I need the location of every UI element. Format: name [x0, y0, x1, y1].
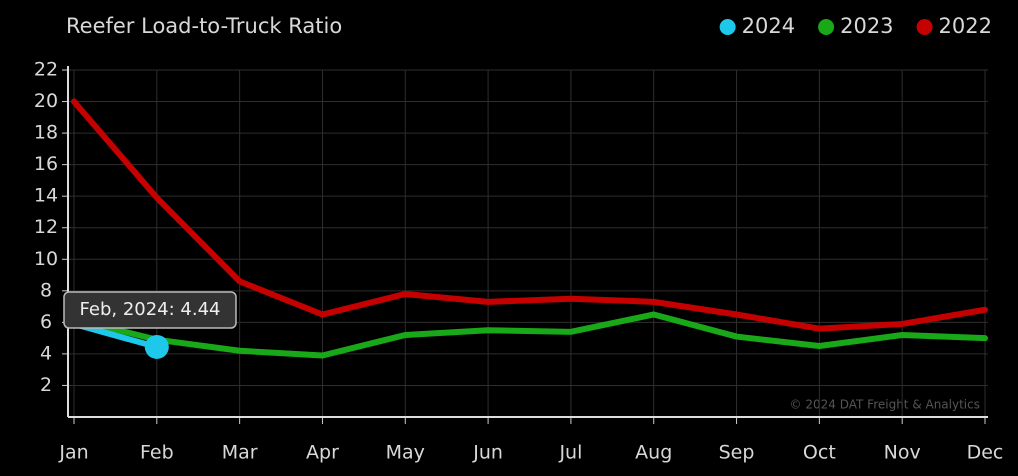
x-tick-label: Jun	[472, 442, 503, 464]
y-tick-label: 16	[34, 153, 58, 175]
x-tick-label: Aug	[635, 442, 672, 464]
x-tick-label: Mar	[222, 442, 258, 464]
y-tick-label: 20	[34, 90, 58, 112]
y-tick-label: 18	[34, 122, 58, 144]
legend-label: 2022	[939, 14, 992, 38]
y-tick-label: 6	[40, 311, 52, 333]
highlight-marker	[144, 334, 169, 359]
y-tick-label: 14	[34, 185, 58, 207]
y-tick-label: 4	[40, 342, 52, 364]
chart-title: Reefer Load-to-Truck Ratio	[66, 14, 342, 38]
x-tick-label: Feb	[140, 442, 174, 464]
x-tick-label: Jul	[558, 442, 582, 464]
series-line	[71, 311, 988, 359]
axes: 2 4 6 8 10 12 14 16 18 20 22 Jan Feb Mar Apr May Jun Jul A…	[34, 59, 1003, 464]
tooltip-text: Feb, 2024: 4.44	[80, 299, 221, 320]
series-line	[71, 98, 988, 332]
tooltip-box	[63, 291, 237, 329]
legend-label: 2023	[840, 14, 893, 38]
legend-swatch	[916, 19, 933, 35]
y-tick-label: 10	[34, 248, 58, 270]
x-tick-label: May	[386, 442, 425, 464]
copyright: © 2024 DAT Freight & Analytics	[790, 398, 980, 412]
legend-swatch	[719, 19, 736, 35]
x-tick-label: Nov	[884, 442, 921, 464]
x-tick-label: Sep	[719, 442, 755, 464]
y-tick-label: 22	[34, 59, 58, 81]
legend-swatch	[818, 19, 835, 35]
x-tick-label: Dec	[967, 442, 1004, 464]
legend-label: 2024	[742, 14, 795, 38]
y-tick-label: 8	[40, 279, 52, 301]
x-tick-label: Jan	[58, 442, 88, 464]
x-tick-label: Apr	[306, 442, 339, 464]
y-tick-label: 12	[34, 216, 58, 238]
y-tick-label: 2	[40, 374, 52, 396]
x-tick-label: Oct	[803, 442, 836, 464]
